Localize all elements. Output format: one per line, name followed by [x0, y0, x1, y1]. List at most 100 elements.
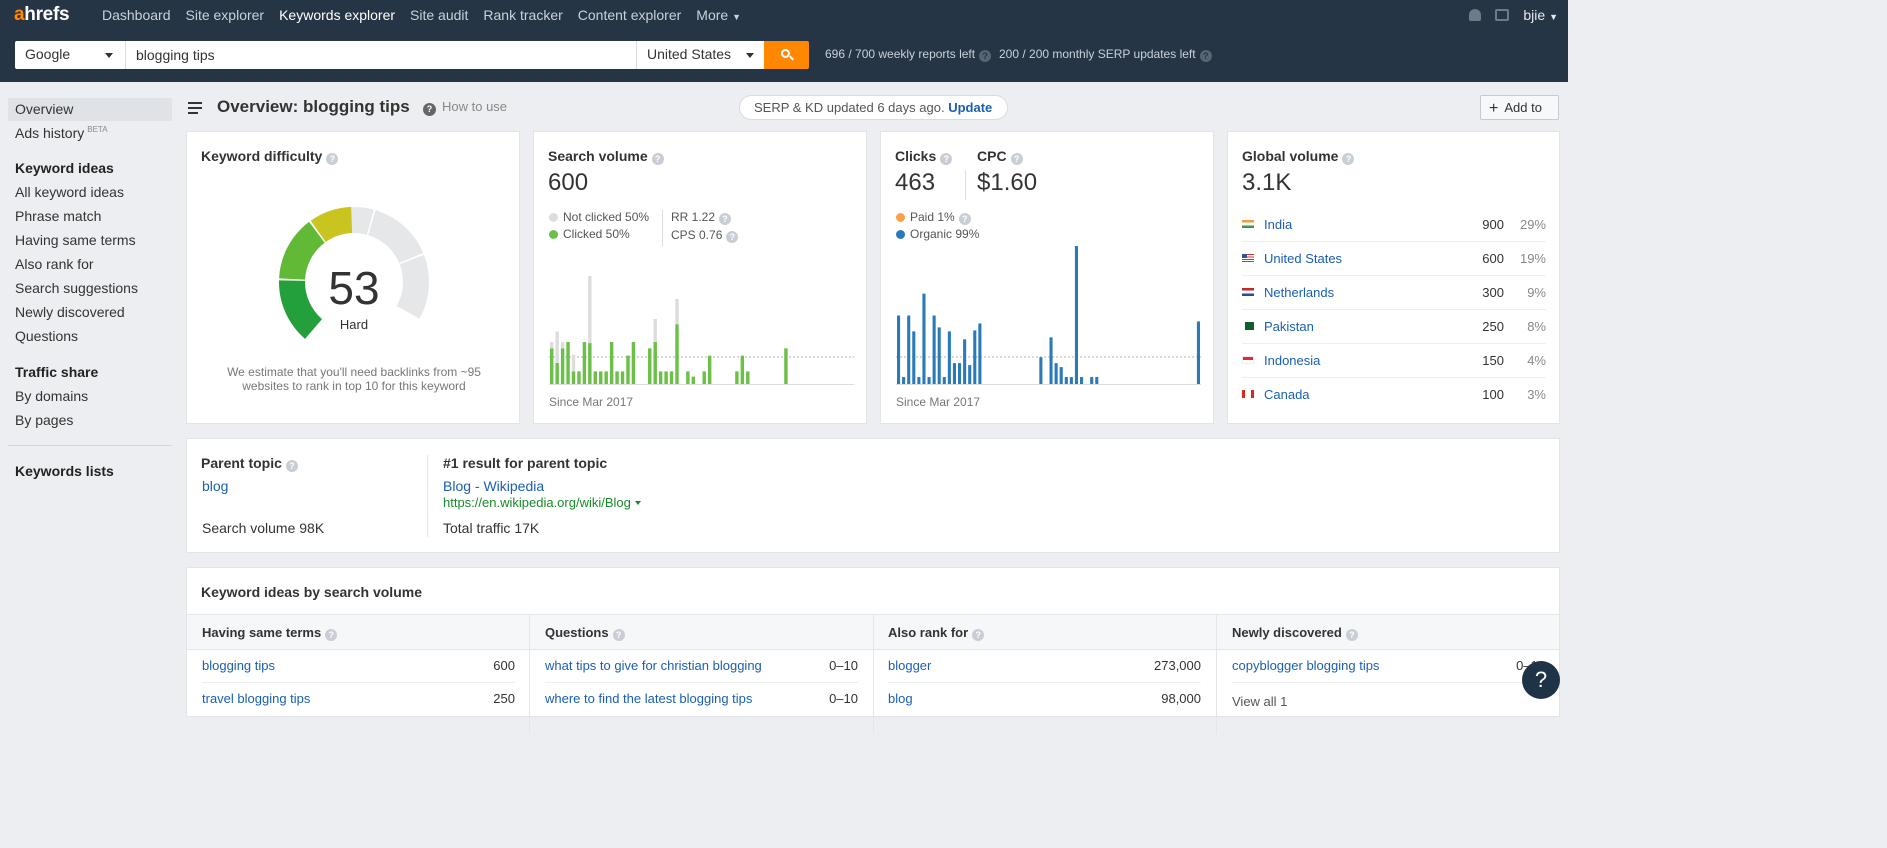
help-icon[interactable]: ?	[1199, 50, 1212, 62]
nav-site-explorer[interactable]: Site explorer	[185, 7, 265, 23]
sidebar-item-by-pages[interactable]: By pages	[15, 412, 74, 428]
engine-select[interactable]: Google	[15, 41, 125, 69]
sidebar-item-by-domains[interactable]: By domains	[15, 388, 89, 404]
bar-organic	[1090, 377, 1094, 385]
search-bar: Google United States 696 / 700 weekly re…	[0, 30, 1568, 82]
keyword-volume: 600	[493, 658, 515, 673]
sidebar-item-all-keyword-ideas[interactable]: All keyword ideas	[15, 184, 124, 200]
bar-clicked	[631, 342, 636, 385]
help-icon[interactable]: ?	[285, 460, 298, 472]
gv-country-link[interactable]: India	[1264, 217, 1293, 232]
col-newly-discovered[interactable]: Newly discovered?	[1232, 625, 1358, 641]
help-icon[interactable]: ?	[972, 629, 985, 641]
bar-clicked	[664, 371, 668, 385]
help-icon[interactable]: ?	[979, 50, 992, 62]
how-to-use-link[interactable]: ? How to use	[423, 99, 507, 116]
col-title: Having same terms	[202, 625, 322, 640]
gv-country-link[interactable]: Pakistan	[1264, 319, 1314, 334]
bar-organic	[942, 377, 946, 385]
gv-country-link[interactable]: Canada	[1264, 387, 1310, 402]
keyword-link[interactable]: blogging tips	[202, 658, 275, 673]
gv-country-link[interactable]: Indonesia	[1264, 353, 1321, 368]
sidebar-item-newly-discovered[interactable]: Newly discovered	[15, 304, 125, 320]
ahrefs-logo[interactable]: ahrefs	[14, 4, 70, 25]
top-result-link[interactable]: Blog - Wikipedia	[443, 478, 545, 494]
bell-icon[interactable]	[1469, 9, 1482, 21]
plus-icon: +	[1489, 100, 1499, 117]
add-to-button[interactable]: + Add to	[1480, 95, 1559, 120]
sidebar-item-overview[interactable]: Overview	[8, 98, 172, 121]
help-icon[interactable]: ?	[719, 213, 732, 225]
keyword-link[interactable]: blog	[888, 691, 913, 706]
sidebar-item-ads-history[interactable]: Ads history BETA	[15, 125, 108, 141]
bar-organic	[1196, 321, 1200, 385]
help-icon[interactable]: ?	[651, 153, 664, 165]
divider	[965, 170, 966, 200]
bar-clicked	[653, 342, 657, 385]
bar-clicked	[620, 371, 625, 385]
bar-clicked	[740, 355, 745, 385]
keyword-link[interactable]: blogger	[888, 658, 932, 673]
bar-organic	[1039, 357, 1043, 385]
help-button[interactable]: ?	[1522, 661, 1560, 699]
keyword-link[interactable]: what tips to give for christian blogging	[545, 658, 762, 673]
nav-rank-tracker[interactable]: Rank tracker	[483, 7, 563, 23]
gv-row: Pakistan 250 8%	[1242, 310, 1546, 344]
bar-clicked	[648, 348, 652, 385]
col-having-same-terms[interactable]: Having same terms?	[202, 625, 338, 641]
monitor-icon[interactable]	[1495, 9, 1510, 21]
help-icon[interactable]: ?	[1342, 153, 1355, 165]
keyword-link[interactable]: copyblogger blogging tips	[1232, 658, 1380, 673]
gv-country-link[interactable]: Netherlands	[1264, 285, 1335, 300]
gv-percent: 3%	[1527, 387, 1546, 402]
help-icon[interactable]: ?	[958, 213, 971, 225]
keyword-volume: 0–10	[829, 691, 858, 706]
col-questions[interactable]: Questions?	[545, 625, 625, 641]
parent-topic-link[interactable]: blog	[202, 478, 229, 494]
nav-more[interactable]: More ▼	[696, 7, 741, 23]
sidebar-item-questions[interactable]: Questions	[15, 328, 79, 344]
help-icon[interactable]: ?	[1010, 153, 1023, 165]
nav-content-explorer[interactable]: Content explorer	[577, 7, 682, 23]
gv-volume: 900	[1482, 217, 1504, 232]
help-icon[interactable]: ?	[612, 629, 625, 641]
sidebar-item-phrase-match[interactable]: Phrase match	[15, 208, 102, 224]
bar-clicked	[702, 371, 706, 385]
sidebar-item-search-suggestions[interactable]: Search suggestions	[15, 280, 138, 296]
country-select[interactable]: United States	[636, 41, 764, 69]
keyword-link[interactable]: where to find the latest blogging tips	[545, 691, 753, 706]
help-icon[interactable]: ?	[325, 629, 338, 641]
bar-clicked	[615, 371, 619, 385]
nav-site-audit[interactable]: Site audit	[410, 7, 469, 23]
add-to-label: Add to	[1504, 100, 1542, 115]
sidebar-item-having-same-terms[interactable]: Having same terms	[15, 232, 136, 248]
help-icon[interactable]: ?	[940, 153, 953, 165]
gv-percent: 8%	[1527, 319, 1546, 334]
update-link[interactable]: Update	[948, 100, 993, 115]
keyword-link[interactable]: travel blogging tips	[202, 691, 311, 706]
help-icon[interactable]: ?	[1345, 629, 1358, 641]
sidebar-item-also-rank-for[interactable]: Also rank for	[15, 256, 94, 272]
menu-icon[interactable]	[188, 102, 202, 117]
clicks-since: Since Mar 2017	[896, 395, 981, 409]
help-icon[interactable]: ?	[326, 153, 339, 165]
bar-not-clicked	[550, 342, 554, 349]
parent-topic-title: Parent topic?	[201, 455, 298, 472]
help-icon[interactable]: ?	[726, 231, 739, 243]
bar-clicked	[577, 371, 581, 385]
top-result-url[interactable]: https://en.wikipedia.org/wiki/Blog	[443, 495, 641, 510]
search-button[interactable]	[764, 41, 809, 69]
view-all-link[interactable]: View all 1	[1232, 694, 1288, 709]
bar-organic	[1074, 246, 1078, 385]
nav-dashboard[interactable]: Dashboard	[102, 7, 171, 23]
keyword-difficulty-card: Keyword difficulty? 53 Hard We estimate …	[186, 131, 520, 424]
gv-country-link[interactable]: United States	[1264, 251, 1343, 266]
col-also-rank-for[interactable]: Also rank for?	[888, 625, 985, 641]
row-divider	[1232, 682, 1545, 683]
nav-keywords-explorer[interactable]: Keywords explorer	[279, 7, 396, 23]
keyword-input[interactable]	[125, 41, 636, 69]
gv-value: 3.1K	[1242, 169, 1292, 196]
user-menu[interactable]: bjie ▼	[1523, 7, 1558, 23]
sidebar-item-keywords-lists[interactable]: Keywords lists	[15, 463, 114, 479]
kd-gauge	[279, 207, 429, 339]
